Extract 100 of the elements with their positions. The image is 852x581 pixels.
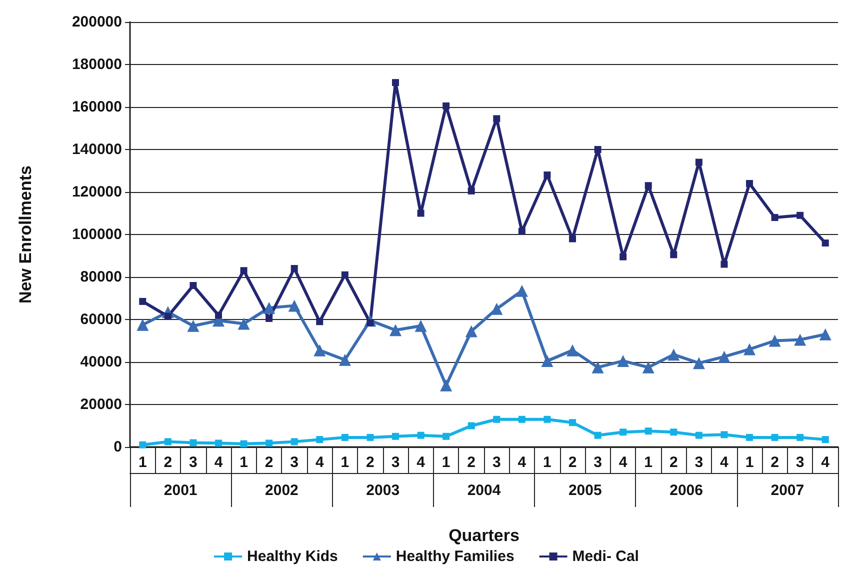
- point: [819, 328, 832, 340]
- x-tick-label: 3: [189, 454, 198, 471]
- point: [518, 228, 526, 235]
- point: [493, 115, 500, 122]
- x-tick-label: 2: [669, 454, 678, 471]
- x-tick-label: 4: [315, 454, 324, 471]
- point: [288, 300, 300, 312]
- point: [569, 419, 576, 426]
- x-tick-label: 1: [138, 454, 147, 471]
- point: [316, 436, 324, 444]
- point: [541, 354, 554, 367]
- x-tick-label: 1: [240, 454, 248, 471]
- point: [215, 440, 222, 447]
- y-tick-label: 40000: [80, 354, 122, 370]
- point: [442, 432, 450, 440]
- text: 2003: [366, 482, 400, 499]
- text: 2002: [265, 482, 298, 499]
- point: [465, 325, 478, 338]
- point: [493, 416, 500, 423]
- x-tick-label: 3: [391, 454, 400, 471]
- y-axis-title: New Enrollments: [16, 166, 35, 304]
- point: [490, 302, 503, 315]
- point: [238, 318, 250, 330]
- point: [187, 320, 200, 332]
- x-tick-label: 4: [720, 454, 730, 471]
- y-tick-label: 140000: [72, 141, 122, 158]
- x-tick-label: 3: [694, 454, 704, 471]
- point: [468, 422, 475, 430]
- point: [746, 180, 753, 187]
- point: [516, 284, 528, 297]
- x-tick-label: 1: [644, 454, 653, 471]
- point: [744, 343, 756, 356]
- point: [668, 348, 680, 361]
- point: [392, 432, 399, 440]
- x-tick-label: 3: [796, 454, 804, 471]
- x-tick-label: 2: [467, 454, 476, 471]
- point: [338, 354, 351, 366]
- x-tick-label: 4: [618, 454, 628, 471]
- x-tick-label: 2: [770, 454, 779, 471]
- point: [266, 314, 273, 322]
- point: [718, 350, 730, 363]
- point: [644, 428, 652, 435]
- point: [390, 324, 402, 336]
- point: [164, 438, 172, 446]
- point: [771, 214, 778, 221]
- text: 2004: [467, 482, 502, 499]
- point: [620, 253, 627, 260]
- point: [190, 439, 197, 446]
- point: [240, 267, 248, 274]
- x-tick-label: 3: [492, 454, 501, 471]
- point: [644, 182, 652, 190]
- point: [440, 379, 452, 392]
- point: [518, 416, 526, 423]
- point: [695, 432, 702, 439]
- point: [414, 320, 427, 332]
- point: [215, 312, 222, 319]
- y-tick-label: 180000: [72, 56, 122, 73]
- point: [544, 172, 551, 178]
- point: [594, 432, 602, 439]
- x-tick-label: 2: [164, 454, 172, 471]
- y-tick-label: 80000: [80, 268, 122, 286]
- point: [670, 428, 678, 436]
- point: [796, 434, 804, 441]
- y-tick-label: 100000: [72, 226, 122, 243]
- point: [417, 210, 424, 217]
- y-tick-label: 160000: [72, 98, 122, 116]
- point: [290, 438, 298, 446]
- x-tick-label: 4: [214, 454, 224, 471]
- point: [617, 354, 630, 367]
- point: [566, 344, 578, 356]
- point: [594, 146, 602, 153]
- text: 2006: [670, 482, 703, 499]
- y-tick-label: 60000: [80, 311, 122, 328]
- point: [720, 431, 728, 438]
- x-tick-label: 1: [442, 454, 450, 471]
- point: [794, 334, 806, 346]
- text: 2007: [770, 482, 804, 499]
- point: [139, 298, 146, 305]
- point: [692, 357, 705, 370]
- point: [314, 344, 326, 356]
- point: [341, 434, 348, 441]
- x-tick-label: 4: [518, 454, 527, 471]
- point: [341, 271, 348, 278]
- text: 2005: [568, 482, 602, 499]
- x-tick-label: 3: [290, 454, 299, 471]
- point: [771, 434, 778, 441]
- x-tick-label: 4: [821, 454, 830, 471]
- point: [366, 434, 374, 441]
- point: [746, 434, 753, 441]
- x-tick-label: 2: [366, 454, 374, 471]
- point: [290, 265, 298, 272]
- legend-label: Healthy Kids: [247, 548, 338, 565]
- x-tick-label: 1: [340, 454, 350, 471]
- point: [139, 441, 146, 448]
- point: [392, 79, 399, 86]
- point: [720, 260, 728, 268]
- point: [670, 251, 678, 258]
- point: [442, 102, 450, 110]
- point: [136, 318, 149, 331]
- legend-label: Healthy Families: [396, 548, 514, 565]
